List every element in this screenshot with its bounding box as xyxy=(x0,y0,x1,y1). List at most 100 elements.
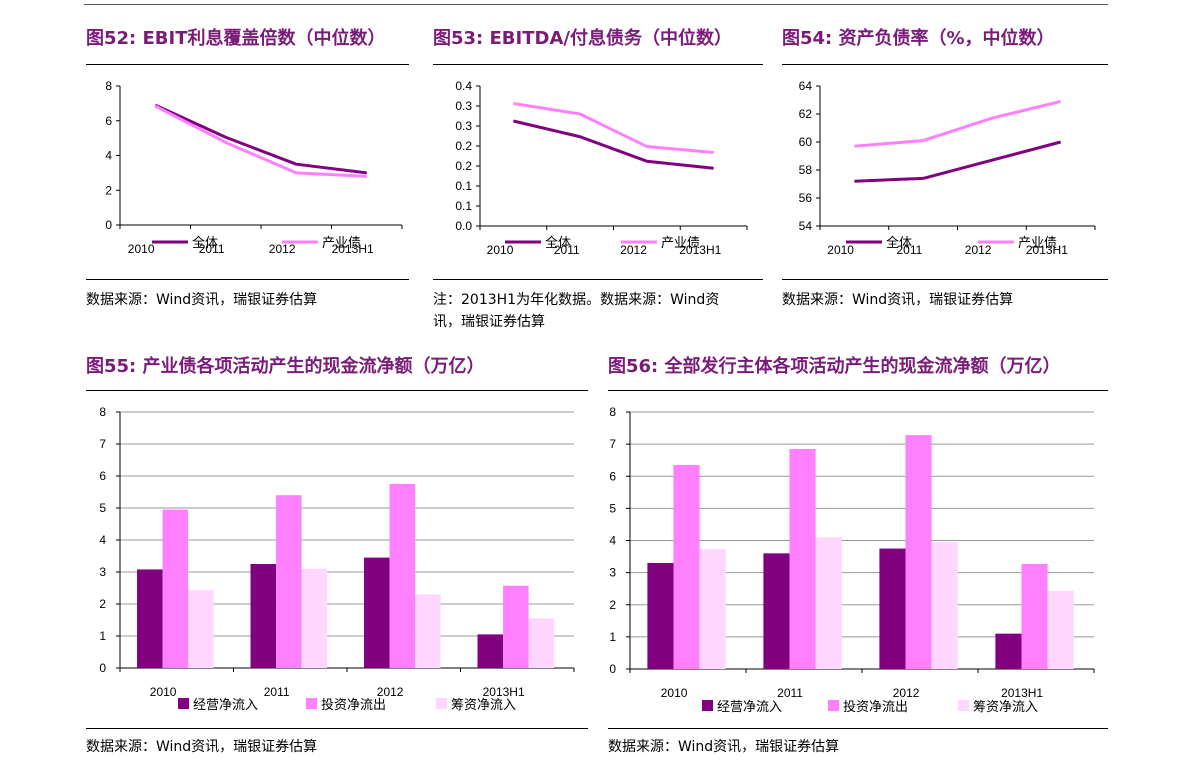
y-tick-label: 2 xyxy=(105,183,112,197)
note-line: 数据来源：Wind资讯，瑞银证券估算 xyxy=(86,292,318,308)
x-tick-label: 2012 xyxy=(377,685,404,699)
x-tick-label: 2010 xyxy=(128,242,155,256)
y-tick-label: 7 xyxy=(609,437,616,451)
source-note: 注：2013H1为年化数据。数据来源：Wind资 讯，瑞银证券估算 xyxy=(433,289,719,333)
y-tick-label: 0.2 xyxy=(455,159,472,173)
x-tick-label: 2010 xyxy=(661,686,688,700)
title-rule xyxy=(782,64,1108,65)
legend-label: 全体 xyxy=(545,235,571,251)
y-tick-label: 0.3 xyxy=(455,99,472,113)
x-tick-label: 2013H1 xyxy=(679,243,721,257)
y-tick-label: 4 xyxy=(99,533,106,547)
x-tick-label: 2011 xyxy=(554,243,580,257)
chart-fig54: 54 56 58 60 62 64 2010 2011 2012 2013H1 全体 产业债 xyxy=(799,79,1096,257)
y-tick-label: 0.2 xyxy=(455,139,472,153)
series-line-industry xyxy=(854,99,1061,148)
legend-swatch xyxy=(958,700,969,711)
bar-2012-s1 xyxy=(905,435,932,669)
legend-label: 全体 xyxy=(886,235,912,251)
source-note: 数据来源：Wind资讯，瑞银证券估算 xyxy=(608,736,839,758)
series-line-industry xyxy=(154,104,367,178)
top-rule xyxy=(84,4,1108,5)
y-tick-label: 7 xyxy=(99,437,106,451)
panel-title: 图53: EBITDA/付息债务（中位数） xyxy=(433,28,732,49)
series-line-all xyxy=(854,140,1062,183)
y-tick-label: 1 xyxy=(609,630,616,644)
bar-2010-s0 xyxy=(137,569,163,668)
x-tick-label: 2013H1 xyxy=(332,242,374,256)
y-tick-label: 60 xyxy=(799,135,813,149)
x-tick-label: 2010 xyxy=(487,243,514,257)
x-tick-label: 2011 xyxy=(199,242,225,256)
panel-fig55: 图55: 产业债各项活动产生的现金流净额（万亿） 0 1 2 3 4 5 6 7 8 2010 20… xyxy=(86,352,588,772)
x-tick-label: 2011 xyxy=(896,243,922,257)
legend-label: 投资净流出 xyxy=(321,697,386,713)
y-tick-label: 1 xyxy=(99,629,106,643)
y-tick-label: 6 xyxy=(609,469,616,483)
bar-2010-s1 xyxy=(673,465,700,669)
chart-bottom-rule xyxy=(433,279,763,280)
y-tick-label: 2 xyxy=(609,598,616,612)
y-tick-label: 0 xyxy=(105,218,112,232)
panel-fig56: 图56: 全部发行主体各项活动产生的现金流净额（万亿） 0 1 2 3 4 5 6 7 8 201… xyxy=(608,352,1108,772)
y-tick-label: 0 xyxy=(99,661,106,675)
legend-label: 经营净流入 xyxy=(717,700,782,715)
legend-swatch xyxy=(828,700,839,711)
legend-label: 产业债 xyxy=(1018,236,1057,251)
bar-2010-s0 xyxy=(647,562,674,669)
source-note: 数据来源：Wind资讯，瑞银证券估算 xyxy=(86,736,317,758)
legend-label: 产业债 xyxy=(322,236,361,251)
y-tick-label: 4 xyxy=(609,534,616,548)
panel-fig52: 图52: EBIT利息覆盖倍数（中位数） 0 2 4 6 8 2010 2011 2012 20… xyxy=(86,24,411,344)
legend-label: 全体 xyxy=(192,235,218,251)
bar-2011-s1 xyxy=(276,495,302,668)
source-note: 数据来源：Wind资讯，瑞银证券估算 xyxy=(782,289,1013,311)
chart-fig55: 0 1 2 3 4 5 6 7 8 2010 2011 2012 2013H1 经营净流入 投资净流出 筹资净… xyxy=(99,405,575,713)
x-tick-label: 2011 xyxy=(264,685,290,699)
x-tick-label: 2012 xyxy=(893,686,920,700)
chart-bottom-rule xyxy=(782,279,1108,280)
y-tick-label: 0.1 xyxy=(455,179,472,193)
chart-fig56: 0 1 2 3 4 5 6 7 8 2010 2011 2012 2013H1 经营净流入 投资净流出 筹资净… xyxy=(609,405,1095,715)
x-tick-label: 2012 xyxy=(269,242,296,256)
title-rule xyxy=(86,64,409,65)
y-tick-label: 54 xyxy=(799,219,813,233)
bar-2013H1-s0 xyxy=(477,634,504,668)
x-tick-label: 2013H1 xyxy=(1026,243,1068,257)
y-tick-label: 64 xyxy=(799,79,813,93)
bar-2010-s1 xyxy=(162,509,189,668)
y-tick-label: 56 xyxy=(799,191,813,205)
legend-swatch xyxy=(178,698,189,709)
legend-label: 筹资净流入 xyxy=(451,697,516,713)
title-rule xyxy=(608,390,1108,391)
y-tick-label: 0.0 xyxy=(455,219,472,233)
x-tick-label: 2011 xyxy=(777,686,803,700)
x-tick-label: 2013H1 xyxy=(483,685,525,699)
note-line: 讯，瑞银证券估算 xyxy=(433,314,545,330)
bar-2013H1-s1 xyxy=(1021,563,1048,669)
series-line-all xyxy=(154,103,367,175)
bar-2013H1-s2 xyxy=(528,618,555,668)
legend-label: 经营净流入 xyxy=(193,698,258,713)
y-tick-label: 5 xyxy=(99,501,106,515)
y-tick-label: 8 xyxy=(99,405,106,419)
y-tick-label: 5 xyxy=(609,501,616,515)
legend-label: 投资净流出 xyxy=(843,699,908,715)
title-rule xyxy=(433,64,763,65)
note-line: 数据来源：Wind资讯，瑞银证券估算 xyxy=(86,739,318,755)
bar-2011-s0 xyxy=(250,564,277,668)
y-tick-label: 4 xyxy=(105,149,112,163)
y-tick-label: 0.4 xyxy=(455,79,472,93)
bar-2010-s2 xyxy=(188,590,214,668)
panel-fig53: 图53: EBITDA/付息债务（中位数） 0.0 0.1 0.1 0.2 0.2 0.3… xyxy=(433,24,763,344)
series-line-industry xyxy=(513,102,714,154)
panel-title: 图56: 全部发行主体各项活动产生的现金流净额（万亿） xyxy=(608,356,1061,377)
chart-bottom-rule xyxy=(608,728,1108,729)
series-line-all xyxy=(513,119,714,170)
y-tick-label: 0 xyxy=(609,662,616,676)
bar-2010-s2 xyxy=(699,549,726,669)
note-line: 数据来源：Wind资讯，瑞银证券估算 xyxy=(608,739,840,755)
bar-2013H1-s0 xyxy=(995,633,1022,669)
bar-2012-s0 xyxy=(879,548,906,669)
bar-2011-s2 xyxy=(815,537,842,669)
